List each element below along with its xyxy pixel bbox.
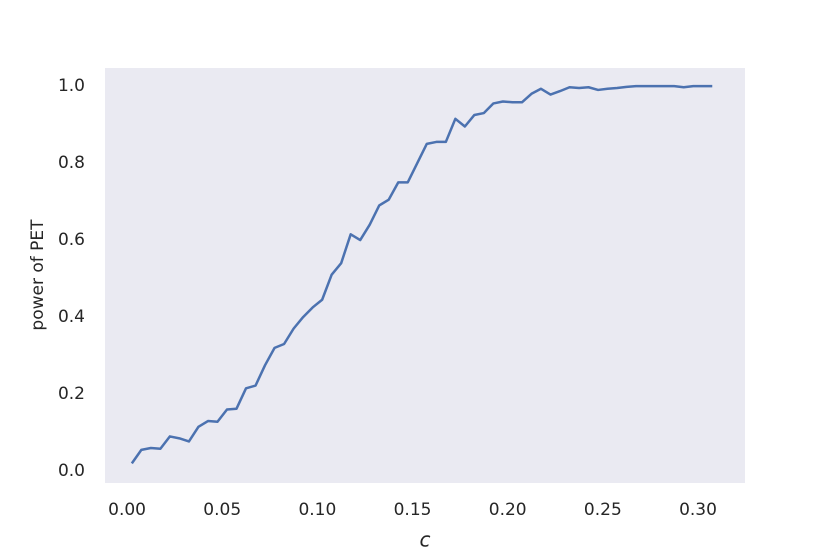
- x-tick-label: 0.05: [203, 500, 241, 520]
- x-tick-label: 0.20: [489, 500, 527, 520]
- y-axis-label: power of PET: [28, 219, 48, 331]
- data-line: [130, 84, 713, 465]
- y-tick-label: 0.0: [58, 461, 85, 481]
- y-tick-label: 1.0: [58, 76, 85, 96]
- x-tick-label: 0.15: [394, 500, 432, 520]
- x-tick-label: 0.25: [584, 500, 622, 520]
- plot-area: [105, 68, 745, 483]
- y-tick-label: 0.2: [58, 384, 85, 404]
- x-tick-label: 0.00: [108, 500, 146, 520]
- y-tick-label: 0.4: [58, 307, 85, 327]
- x-tick-label: 0.30: [679, 500, 717, 520]
- y-tick-label: 0.8: [58, 153, 85, 173]
- x-axis-label: c: [420, 528, 431, 552]
- x-tick-label: 0.10: [298, 500, 336, 520]
- y-tick-label: 0.6: [58, 230, 85, 250]
